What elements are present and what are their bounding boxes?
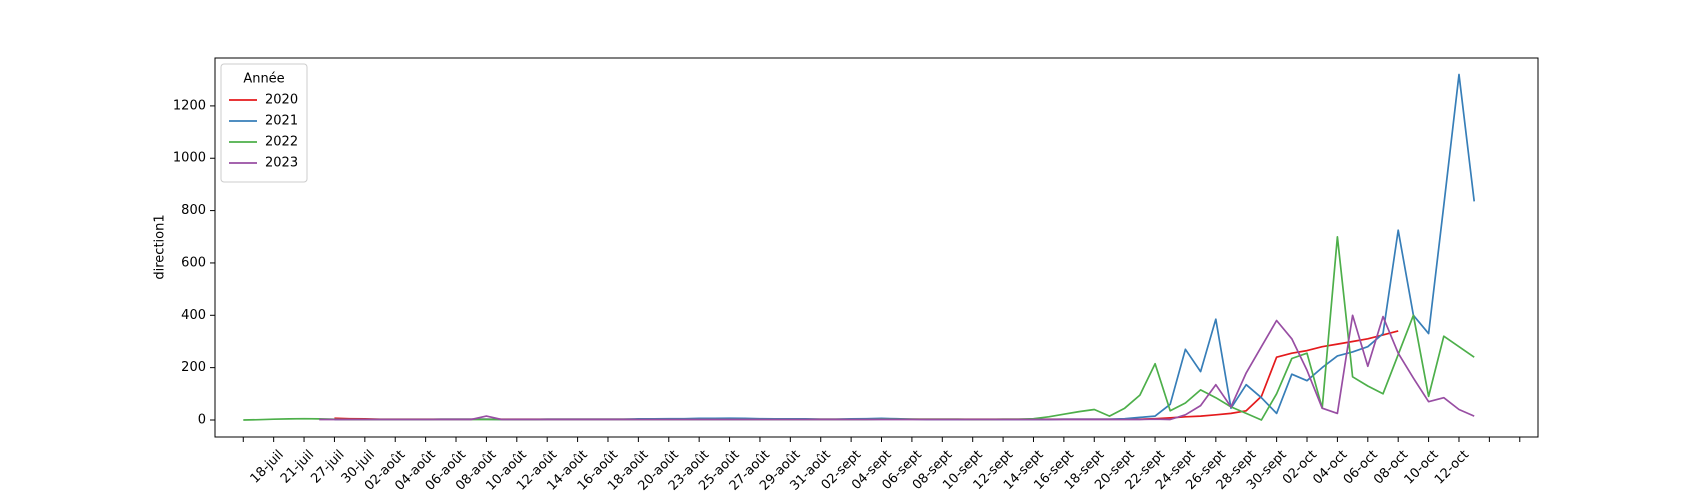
y-tick-label: 0	[198, 412, 206, 427]
series-line	[319, 314, 1475, 421]
legend-label: 2023	[265, 156, 298, 171]
legend-label: 2021	[265, 114, 298, 129]
legend-title: Année	[243, 72, 284, 87]
y-tick-label: 600	[181, 255, 206, 270]
legend-box	[220, 63, 308, 183]
legend-label: 2020	[265, 93, 298, 108]
legend: Année 2020 2021 2022 2023	[220, 63, 308, 183]
plot-frame	[214, 57, 1539, 438]
y-axis-label: direction1	[153, 214, 168, 279]
legend-label: 2022	[265, 135, 298, 150]
y-tick-label: 800	[181, 203, 206, 218]
y-tick-label: 200	[181, 360, 206, 375]
y-tick-label: 1000	[173, 151, 206, 166]
y-tick-label: 1200	[173, 98, 206, 113]
y-tick-label: 400	[181, 308, 206, 323]
